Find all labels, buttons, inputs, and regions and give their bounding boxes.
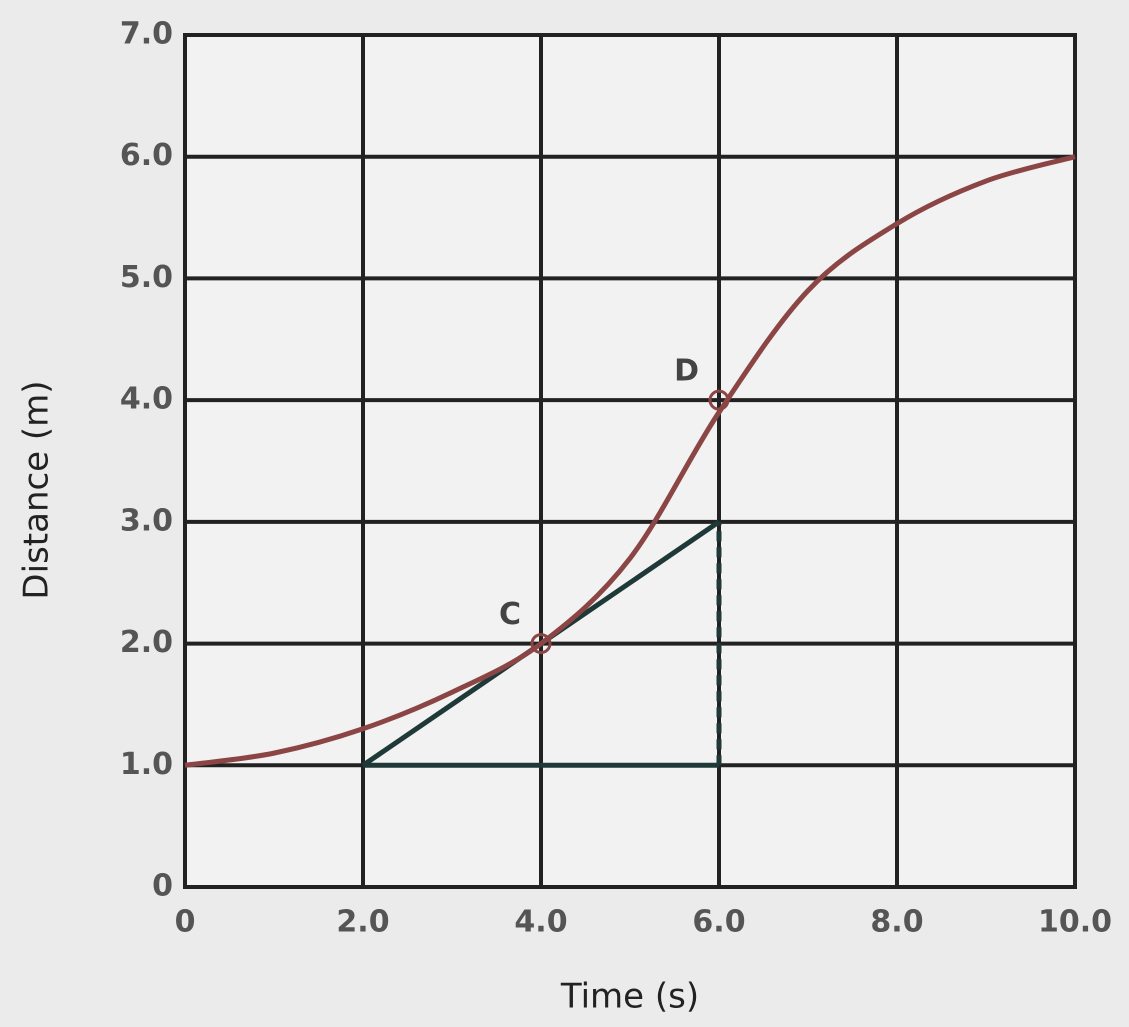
x-tick-label: 6.0 — [692, 905, 745, 940]
x-axis-title: Time (s) — [560, 977, 699, 1017]
y-tick-label: 5.0 — [120, 260, 173, 295]
point-label: D — [674, 354, 699, 389]
x-tick-label: 2.0 — [336, 905, 389, 940]
plot-area — [185, 35, 1075, 887]
x-tick-label: 4.0 — [514, 905, 567, 940]
y-tick-label: 3.0 — [120, 503, 173, 538]
y-tick-label: 2.0 — [120, 625, 173, 660]
y-tick-label: 0 — [152, 869, 173, 904]
x-tick-label: 8.0 — [870, 905, 923, 940]
y-axis-title: Distance (m) — [17, 380, 57, 599]
page: {"chart_data": { "type": "line", "xlabel… — [0, 0, 1129, 1027]
y-tick-label: 7.0 — [120, 17, 173, 52]
x-tick-label: 10.0 — [1038, 905, 1112, 940]
point-label: C — [499, 597, 521, 632]
y-tick-label: 4.0 — [120, 382, 173, 417]
x-tick-label: 0 — [175, 905, 196, 940]
chart: Time (s) Distance (m) 0 1.0 2.0 3.0 4.0 5.0 6.… — [0, 0, 1129, 1027]
y-tick-label: 6.0 — [120, 138, 173, 173]
y-tick-label: 1.0 — [120, 747, 173, 782]
